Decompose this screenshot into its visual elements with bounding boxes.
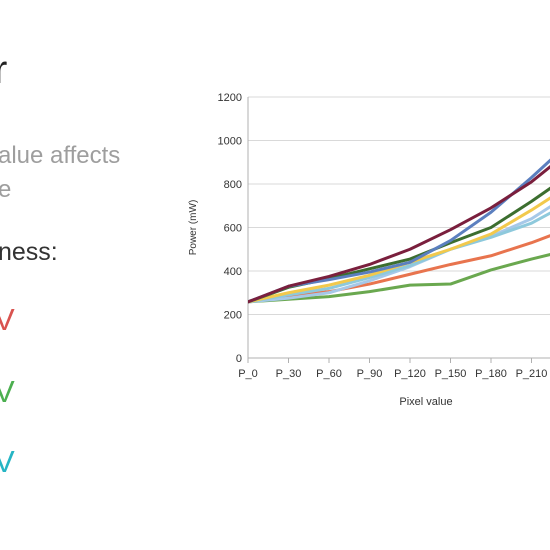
y-tick-label: 800 bbox=[224, 179, 242, 191]
x-tick-label: P_30 bbox=[276, 368, 302, 380]
slide-body-line-2: e bbox=[0, 176, 12, 203]
chart-grid bbox=[247, 96, 550, 359]
value-item-2: V bbox=[0, 374, 15, 409]
x-tick-label: P_210 bbox=[516, 368, 548, 380]
y-tick-label: 400 bbox=[224, 266, 242, 278]
series-line bbox=[248, 253, 550, 304]
y-tick-label: 200 bbox=[224, 310, 242, 322]
x-tick-label: P_60 bbox=[316, 368, 342, 380]
series-line bbox=[248, 211, 550, 304]
value-item-3: V bbox=[0, 444, 15, 479]
x-tick-label: P_150 bbox=[435, 368, 467, 380]
y-tick-label: 1000 bbox=[218, 136, 242, 148]
y-tick-label: 0 bbox=[236, 353, 242, 365]
x-tick-label: P_180 bbox=[475, 368, 507, 380]
slide-body-line-1: alue affects bbox=[0, 142, 121, 169]
y-axis-ticks: 0 200 400 600 800 1000 1200 bbox=[218, 92, 242, 365]
x-tick-label: P_90 bbox=[357, 368, 383, 380]
slide-heading: ness: bbox=[0, 238, 58, 266]
x-tick-label: P_120 bbox=[394, 368, 426, 380]
y-axis-label: Power (mW) bbox=[188, 200, 199, 256]
y-tick-label: 1200 bbox=[218, 92, 242, 104]
y-tick-label: 600 bbox=[224, 223, 242, 235]
series-line bbox=[248, 164, 550, 304]
slide-title: r bbox=[0, 48, 8, 92]
slide-text-panel: r alue affects e ness: V V V bbox=[0, 0, 200, 550]
value-item-1: V bbox=[0, 302, 15, 337]
power-line-chart: 0 200 400 600 800 1000 1200 P_0 P_30 P_60 P_90 P_1… bbox=[188, 92, 550, 408]
x-tick-label: P_0 bbox=[238, 368, 258, 380]
series-line bbox=[248, 186, 550, 304]
x-axis-label: Pixel value bbox=[399, 396, 452, 408]
series-line bbox=[248, 234, 550, 304]
chart-series bbox=[248, 158, 550, 304]
